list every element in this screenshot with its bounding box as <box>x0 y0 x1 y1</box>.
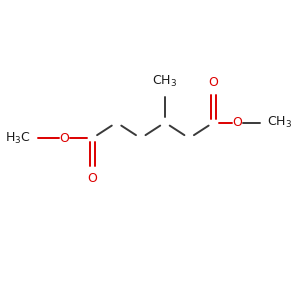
Text: CH$_3$: CH$_3$ <box>267 115 292 130</box>
Text: O: O <box>208 76 218 89</box>
Text: H$_3$C: H$_3$C <box>5 131 31 146</box>
Text: O: O <box>59 132 69 145</box>
Text: O: O <box>233 116 242 129</box>
Text: O: O <box>87 172 97 184</box>
Text: CH$_3$: CH$_3$ <box>152 74 178 89</box>
